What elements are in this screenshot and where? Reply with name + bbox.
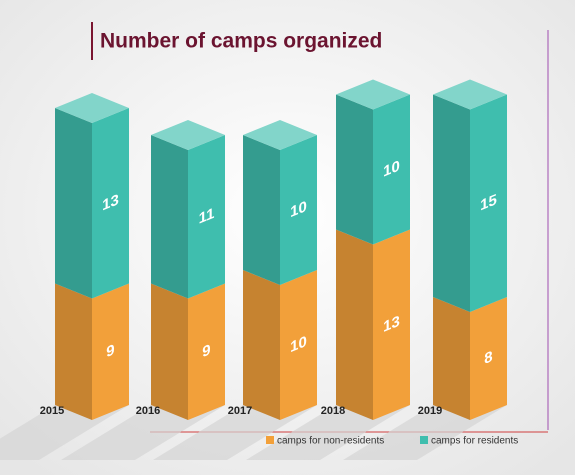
bar-top-face	[336, 79, 410, 110]
bar-left-face	[55, 108, 92, 299]
bar-right-face	[280, 135, 317, 285]
bar-top-face	[243, 120, 317, 150]
bar-right-face	[373, 229, 410, 420]
x-tick-label: 2015	[40, 405, 64, 417]
data-label: 10	[290, 333, 307, 356]
bar-top-face	[433, 79, 507, 110]
x-tick-label: 2017	[228, 405, 252, 417]
data-label: 10	[383, 157, 400, 180]
data-label: 15	[480, 191, 497, 214]
legend-label: camps for non-residents	[277, 436, 384, 447]
bar-shadow	[246, 405, 410, 460]
bar-left-face	[336, 229, 373, 420]
legend-swatch	[266, 436, 274, 444]
data-label: 13	[383, 313, 400, 336]
bar-top-face	[151, 120, 225, 150]
bar-left-face	[433, 297, 470, 420]
chart-title: Number of camps organized	[100, 30, 382, 53]
bar-shadow	[61, 405, 225, 460]
bar-left-face	[151, 283, 188, 420]
bar-right-face	[92, 283, 129, 420]
bar-left-face	[55, 283, 92, 420]
bar-left-face	[336, 94, 373, 245]
legend-label: camps for residents	[431, 436, 518, 447]
bar-left-face	[243, 270, 280, 420]
bar-right-face	[188, 135, 225, 299]
data-label: 13	[102, 191, 119, 214]
bar-top-face	[55, 93, 129, 123]
bar-right-face	[280, 270, 317, 420]
bar-left-face	[243, 135, 280, 285]
bar-left-face	[151, 135, 188, 299]
data-label: 9	[202, 341, 211, 361]
data-label: 11	[199, 205, 215, 228]
x-tick-label: 2019	[418, 405, 442, 417]
bar-right-face	[470, 297, 507, 420]
bar-right-face	[470, 94, 507, 312]
bar-right-face	[373, 94, 410, 245]
bar-shadow	[0, 405, 129, 460]
bar-shadow	[153, 405, 317, 460]
bar-shadow	[343, 405, 507, 460]
data-label: 10	[290, 198, 307, 221]
bar-right-face	[92, 108, 129, 299]
legend-swatch	[420, 436, 428, 444]
data-label: 9	[106, 341, 115, 361]
x-tick-label: 2016	[136, 405, 160, 417]
data-label: 8	[484, 348, 493, 368]
x-tick-label: 2018	[321, 405, 345, 417]
bar-right-face	[188, 283, 225, 420]
bar-left-face	[433, 94, 470, 312]
